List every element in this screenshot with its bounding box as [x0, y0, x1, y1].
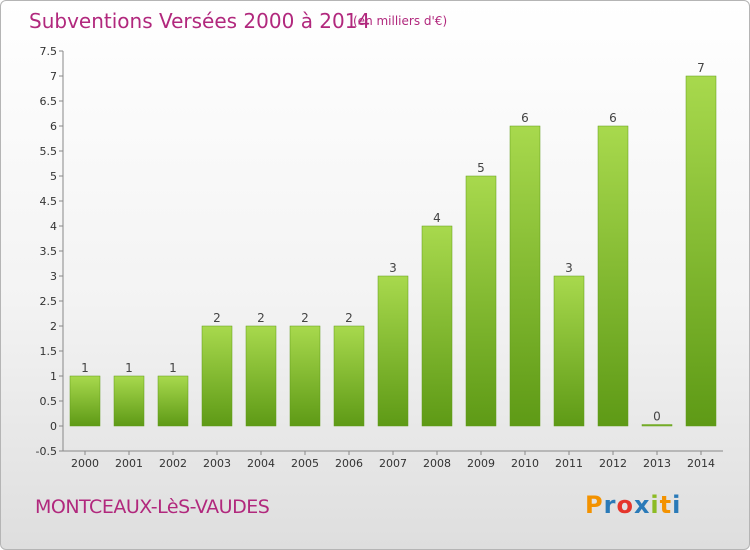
y-tick-label: 7	[50, 70, 57, 83]
x-tick-label-2006: 2006	[335, 457, 363, 470]
data-label-2011: 3	[565, 261, 573, 275]
bar-2003	[201, 325, 233, 427]
y-tick-label: 1.5	[40, 345, 58, 358]
x-tick-label-2009: 2009	[467, 457, 495, 470]
data-label-2005: 2	[301, 311, 309, 325]
y-tick-label: 0	[50, 420, 57, 433]
proxiti-logo: Proxiti	[585, 491, 681, 519]
x-tick-label-2010: 2010	[511, 457, 539, 470]
y-tick-label: 3.5	[40, 245, 58, 258]
data-label-2004: 2	[257, 311, 265, 325]
y-tick-label: 0.5	[40, 395, 58, 408]
y-tick-label: 5	[50, 170, 57, 183]
data-label-2012: 6	[609, 111, 617, 125]
y-tick-label: 4	[50, 220, 57, 233]
y-tick-label: 3	[50, 270, 57, 283]
y-tick-label: 1	[50, 370, 57, 383]
bar-2009	[465, 175, 497, 427]
x-tick-label-2007: 2007	[379, 457, 407, 470]
y-tick-label: -0.5	[36, 445, 57, 458]
logo-letter: o	[616, 491, 634, 519]
bar-2013	[641, 424, 673, 427]
bar-2002	[157, 375, 189, 427]
y-tick-label: 7.5	[40, 45, 58, 58]
data-label-2013: 0	[653, 410, 661, 424]
bars-group: 1 1 1 2 2 2 2 3 4 5 6 3 6 0 7	[69, 61, 717, 427]
bar-2011	[553, 275, 585, 427]
x-tick-label-2012: 2012	[599, 457, 627, 470]
bar-2004	[245, 325, 277, 427]
x-tick-label-2002: 2002	[159, 457, 187, 470]
bar-2008	[421, 225, 453, 427]
y-tick-label: 5.5	[40, 145, 58, 158]
x-tick-label-2004: 2004	[247, 457, 275, 470]
data-label-2006: 2	[345, 311, 353, 325]
logo-letter: i	[672, 491, 682, 519]
y-tick-label: 4.5	[40, 195, 58, 208]
bar-2000	[69, 375, 101, 427]
y-tick-label: 6.5	[40, 95, 58, 108]
data-label-2009: 5	[477, 161, 485, 175]
logo-letter: i	[650, 491, 660, 519]
bar-2005	[289, 325, 321, 427]
x-tick-label-2001: 2001	[115, 457, 143, 470]
data-label-2003: 2	[213, 311, 221, 325]
x-tick-label-2000: 2000	[71, 457, 99, 470]
y-tick-label: 2.5	[40, 295, 58, 308]
data-label-2007: 3	[389, 261, 397, 275]
data-label-2002: 1	[169, 361, 177, 375]
bar-2010	[509, 125, 541, 427]
data-label-2008: 4	[433, 211, 441, 225]
x-tick-label-2011: 2011	[555, 457, 583, 470]
chart-title: Subventions Versées 2000 à 2014	[29, 9, 371, 33]
logo-letter: x	[633, 491, 651, 519]
bar-2014	[685, 75, 717, 427]
y-tick-label: 2	[50, 320, 57, 333]
x-tick-label-2008: 2008	[423, 457, 451, 470]
x-tick-label-2003: 2003	[203, 457, 231, 470]
logo-letter: P	[585, 491, 604, 519]
data-label-2010: 6	[521, 111, 529, 125]
y-tick-label: 6	[50, 120, 57, 133]
logo-letter: r	[603, 491, 617, 519]
commune-name: MONTCEAUX-LèS-VAUDES	[35, 496, 270, 518]
x-tick-label-2014: 2014	[687, 457, 715, 470]
chart-subtitle: (en milliers d'€)	[353, 14, 448, 28]
data-label-2014: 7	[697, 61, 705, 75]
x-tick-label-2013: 2013	[643, 457, 671, 470]
data-label-2000: 1	[81, 361, 89, 375]
data-label-2001: 1	[125, 361, 133, 375]
bar-2012	[597, 125, 629, 427]
chart-axes: -0.5 0 0.5 1 1.5 2 2.5 3 3.5 4 4.5 5 5.5 6 6.5 7 7.5 2000…	[36, 45, 723, 470]
logo-letter: t	[659, 491, 673, 519]
x-tick-label-2005: 2005	[291, 457, 319, 470]
bar-2001	[113, 375, 145, 427]
bar-2006	[333, 325, 365, 427]
bar-2007	[377, 275, 409, 427]
